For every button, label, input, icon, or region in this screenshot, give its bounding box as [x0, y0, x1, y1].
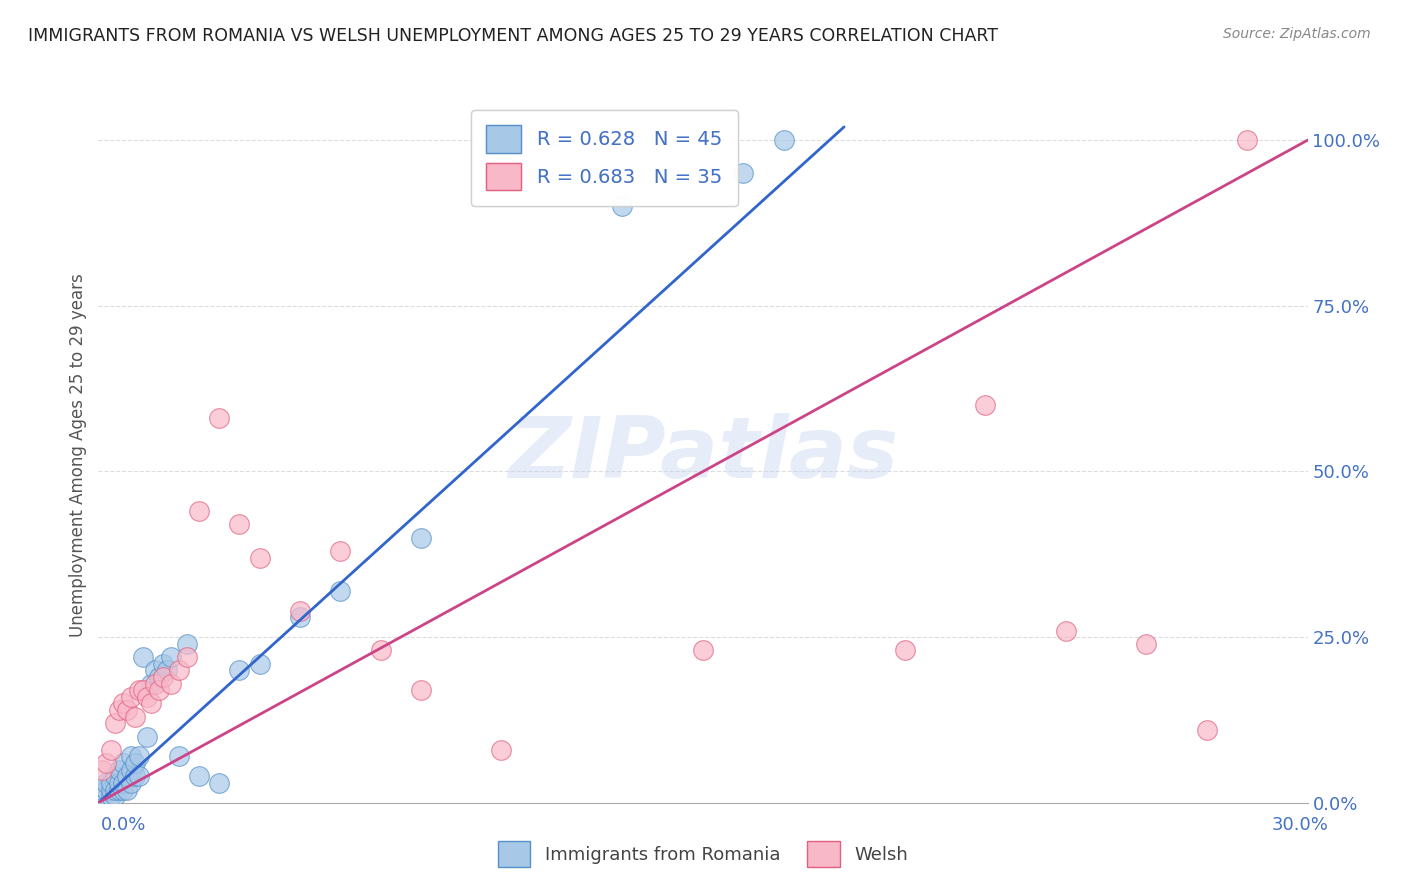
- Point: [132, 650, 155, 665]
- Point: [120, 776, 142, 790]
- Point: [1195, 723, 1218, 737]
- Point: [188, 769, 211, 783]
- Text: 30.0%: 30.0%: [1272, 816, 1329, 834]
- Text: IMMIGRANTS FROM ROMANIA VS WELSH UNEMPLOYMENT AMONG AGES 25 TO 29 YEARS CORRELAT: IMMIGRANTS FROM ROMANIA VS WELSH UNEMPLO…: [28, 27, 998, 45]
- Point: [491, 743, 513, 757]
- Point: [103, 769, 125, 783]
- Point: [103, 782, 125, 797]
- Point: [115, 769, 138, 783]
- Point: [120, 763, 142, 777]
- Point: [249, 550, 271, 565]
- Point: [96, 776, 118, 790]
- Point: [208, 411, 231, 425]
- Point: [228, 517, 250, 532]
- Point: [143, 676, 166, 690]
- Point: [733, 166, 755, 180]
- Legend: Immigrants from Romania, Welsh: Immigrants from Romania, Welsh: [491, 834, 915, 874]
- Legend: R = 0.628   N = 45, R = 0.683   N = 35: R = 0.628 N = 45, R = 0.683 N = 35: [471, 110, 738, 206]
- Point: [288, 610, 311, 624]
- Point: [107, 782, 129, 797]
- Point: [124, 769, 146, 783]
- Point: [176, 637, 198, 651]
- Text: ZIPatlas: ZIPatlas: [508, 413, 898, 497]
- Text: Source: ZipAtlas.com: Source: ZipAtlas.com: [1223, 27, 1371, 41]
- Point: [96, 756, 118, 770]
- Point: [152, 670, 174, 684]
- Point: [152, 657, 174, 671]
- Point: [115, 782, 138, 797]
- Point: [100, 789, 122, 804]
- Point: [409, 683, 432, 698]
- Point: [772, 133, 794, 147]
- Point: [1135, 637, 1157, 651]
- Point: [893, 643, 915, 657]
- Point: [208, 776, 231, 790]
- Point: [115, 703, 138, 717]
- Point: [188, 504, 211, 518]
- Point: [135, 690, 157, 704]
- Y-axis label: Unemployment Among Ages 25 to 29 years: Unemployment Among Ages 25 to 29 years: [69, 273, 87, 637]
- Point: [120, 749, 142, 764]
- Point: [974, 398, 997, 412]
- Point: [143, 663, 166, 677]
- Point: [148, 670, 170, 684]
- Point: [167, 663, 190, 677]
- Point: [288, 604, 311, 618]
- Point: [128, 683, 150, 698]
- Point: [128, 749, 150, 764]
- Point: [139, 697, 162, 711]
- Point: [91, 763, 114, 777]
- Point: [160, 676, 183, 690]
- Text: 0.0%: 0.0%: [101, 816, 146, 834]
- Point: [329, 583, 352, 598]
- Point: [96, 782, 118, 797]
- Point: [100, 743, 122, 757]
- Point: [124, 709, 146, 723]
- Point: [1054, 624, 1077, 638]
- Point: [100, 776, 122, 790]
- Point: [111, 756, 134, 770]
- Point: [91, 789, 114, 804]
- Point: [148, 683, 170, 698]
- Point: [100, 782, 122, 797]
- Point: [111, 697, 134, 711]
- Point: [135, 730, 157, 744]
- Point: [612, 199, 634, 213]
- Point: [91, 782, 114, 797]
- Point: [107, 703, 129, 717]
- Point: [111, 782, 134, 797]
- Point: [228, 663, 250, 677]
- Point: [329, 544, 352, 558]
- Point: [139, 676, 162, 690]
- Point: [176, 650, 198, 665]
- Point: [107, 763, 129, 777]
- Point: [120, 690, 142, 704]
- Point: [370, 643, 392, 657]
- Point: [167, 749, 190, 764]
- Point: [132, 683, 155, 698]
- Point: [111, 776, 134, 790]
- Point: [249, 657, 271, 671]
- Point: [124, 756, 146, 770]
- Point: [156, 663, 179, 677]
- Point: [128, 769, 150, 783]
- Point: [409, 531, 432, 545]
- Point: [103, 789, 125, 804]
- Point: [1236, 133, 1258, 147]
- Point: [692, 643, 714, 657]
- Point: [160, 650, 183, 665]
- Point: [103, 716, 125, 731]
- Point: [107, 776, 129, 790]
